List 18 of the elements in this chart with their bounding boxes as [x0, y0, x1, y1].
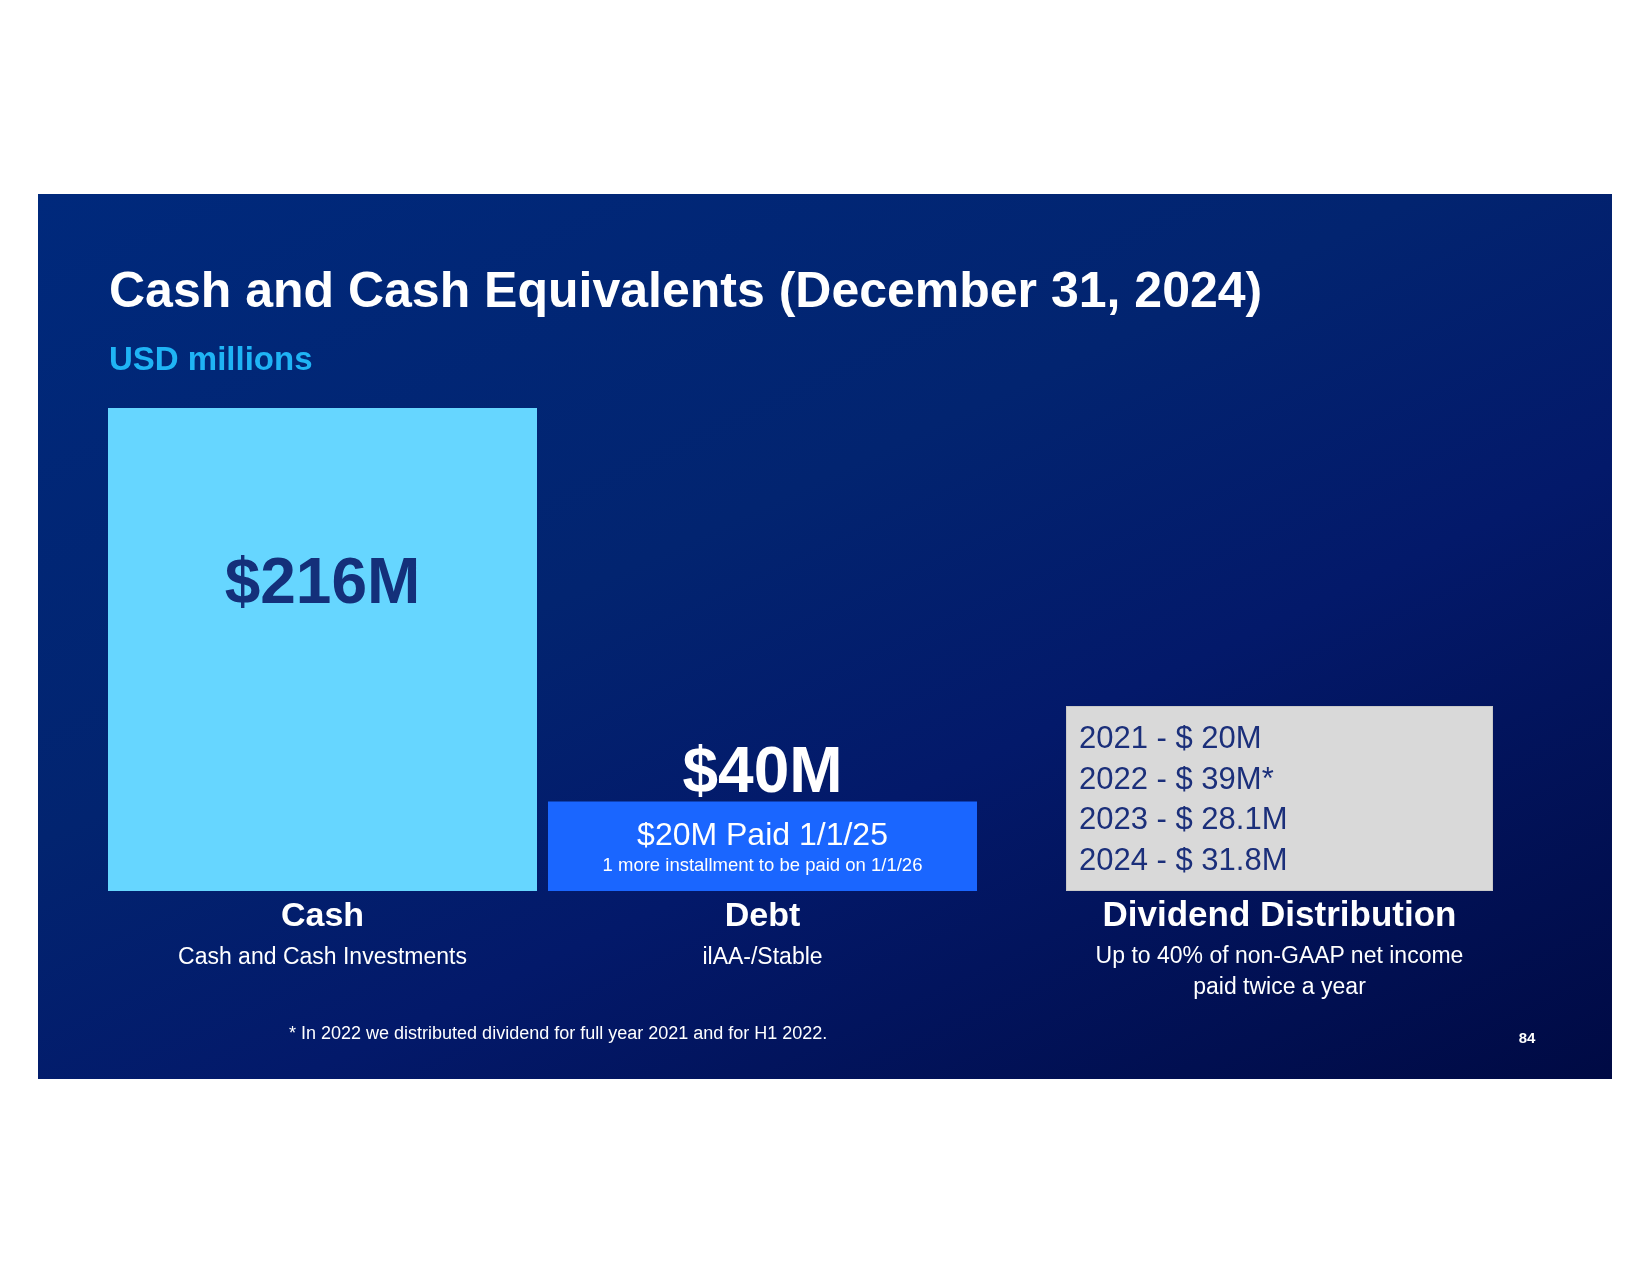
text: Dividend Distribution — [1102, 893, 1457, 935]
x-tick-label: Cash — [280, 895, 365, 933]
data-label: $216M — [224, 544, 421, 617]
text: 2021 - $ 20M — [1079, 719, 1262, 757]
annotation: 1 more installment to be paid on 1/1/26 — [602, 853, 923, 877]
text: Up to 40% of non-GAAP net income paid twice a year — [1094, 941, 1465, 1001]
chart-title: Cash and Cash Equivalents (December 31, 2024) — [109, 261, 1263, 320]
text: Cash and Cash Investments — [178, 943, 467, 971]
chart-subtitle: USD millions — [109, 339, 313, 379]
text: 2022 - $ 39M* — [1079, 760, 1274, 798]
text: 2024 - $ 31.8M — [1079, 841, 1288, 879]
annotation: $20M Paid 1/1/25 — [637, 814, 888, 854]
data-label: $40M — [682, 733, 843, 806]
text: 84 — [1518, 1029, 1536, 1047]
text: * In 2022 we distributed dividend for full year 2021 and for H1 2022. — [289, 1023, 828, 1045]
x-tick-label: Debt — [724, 895, 801, 933]
text: 2023 - $ 28.1M — [1079, 800, 1288, 838]
text: ilAA-/Stable — [702, 943, 823, 971]
